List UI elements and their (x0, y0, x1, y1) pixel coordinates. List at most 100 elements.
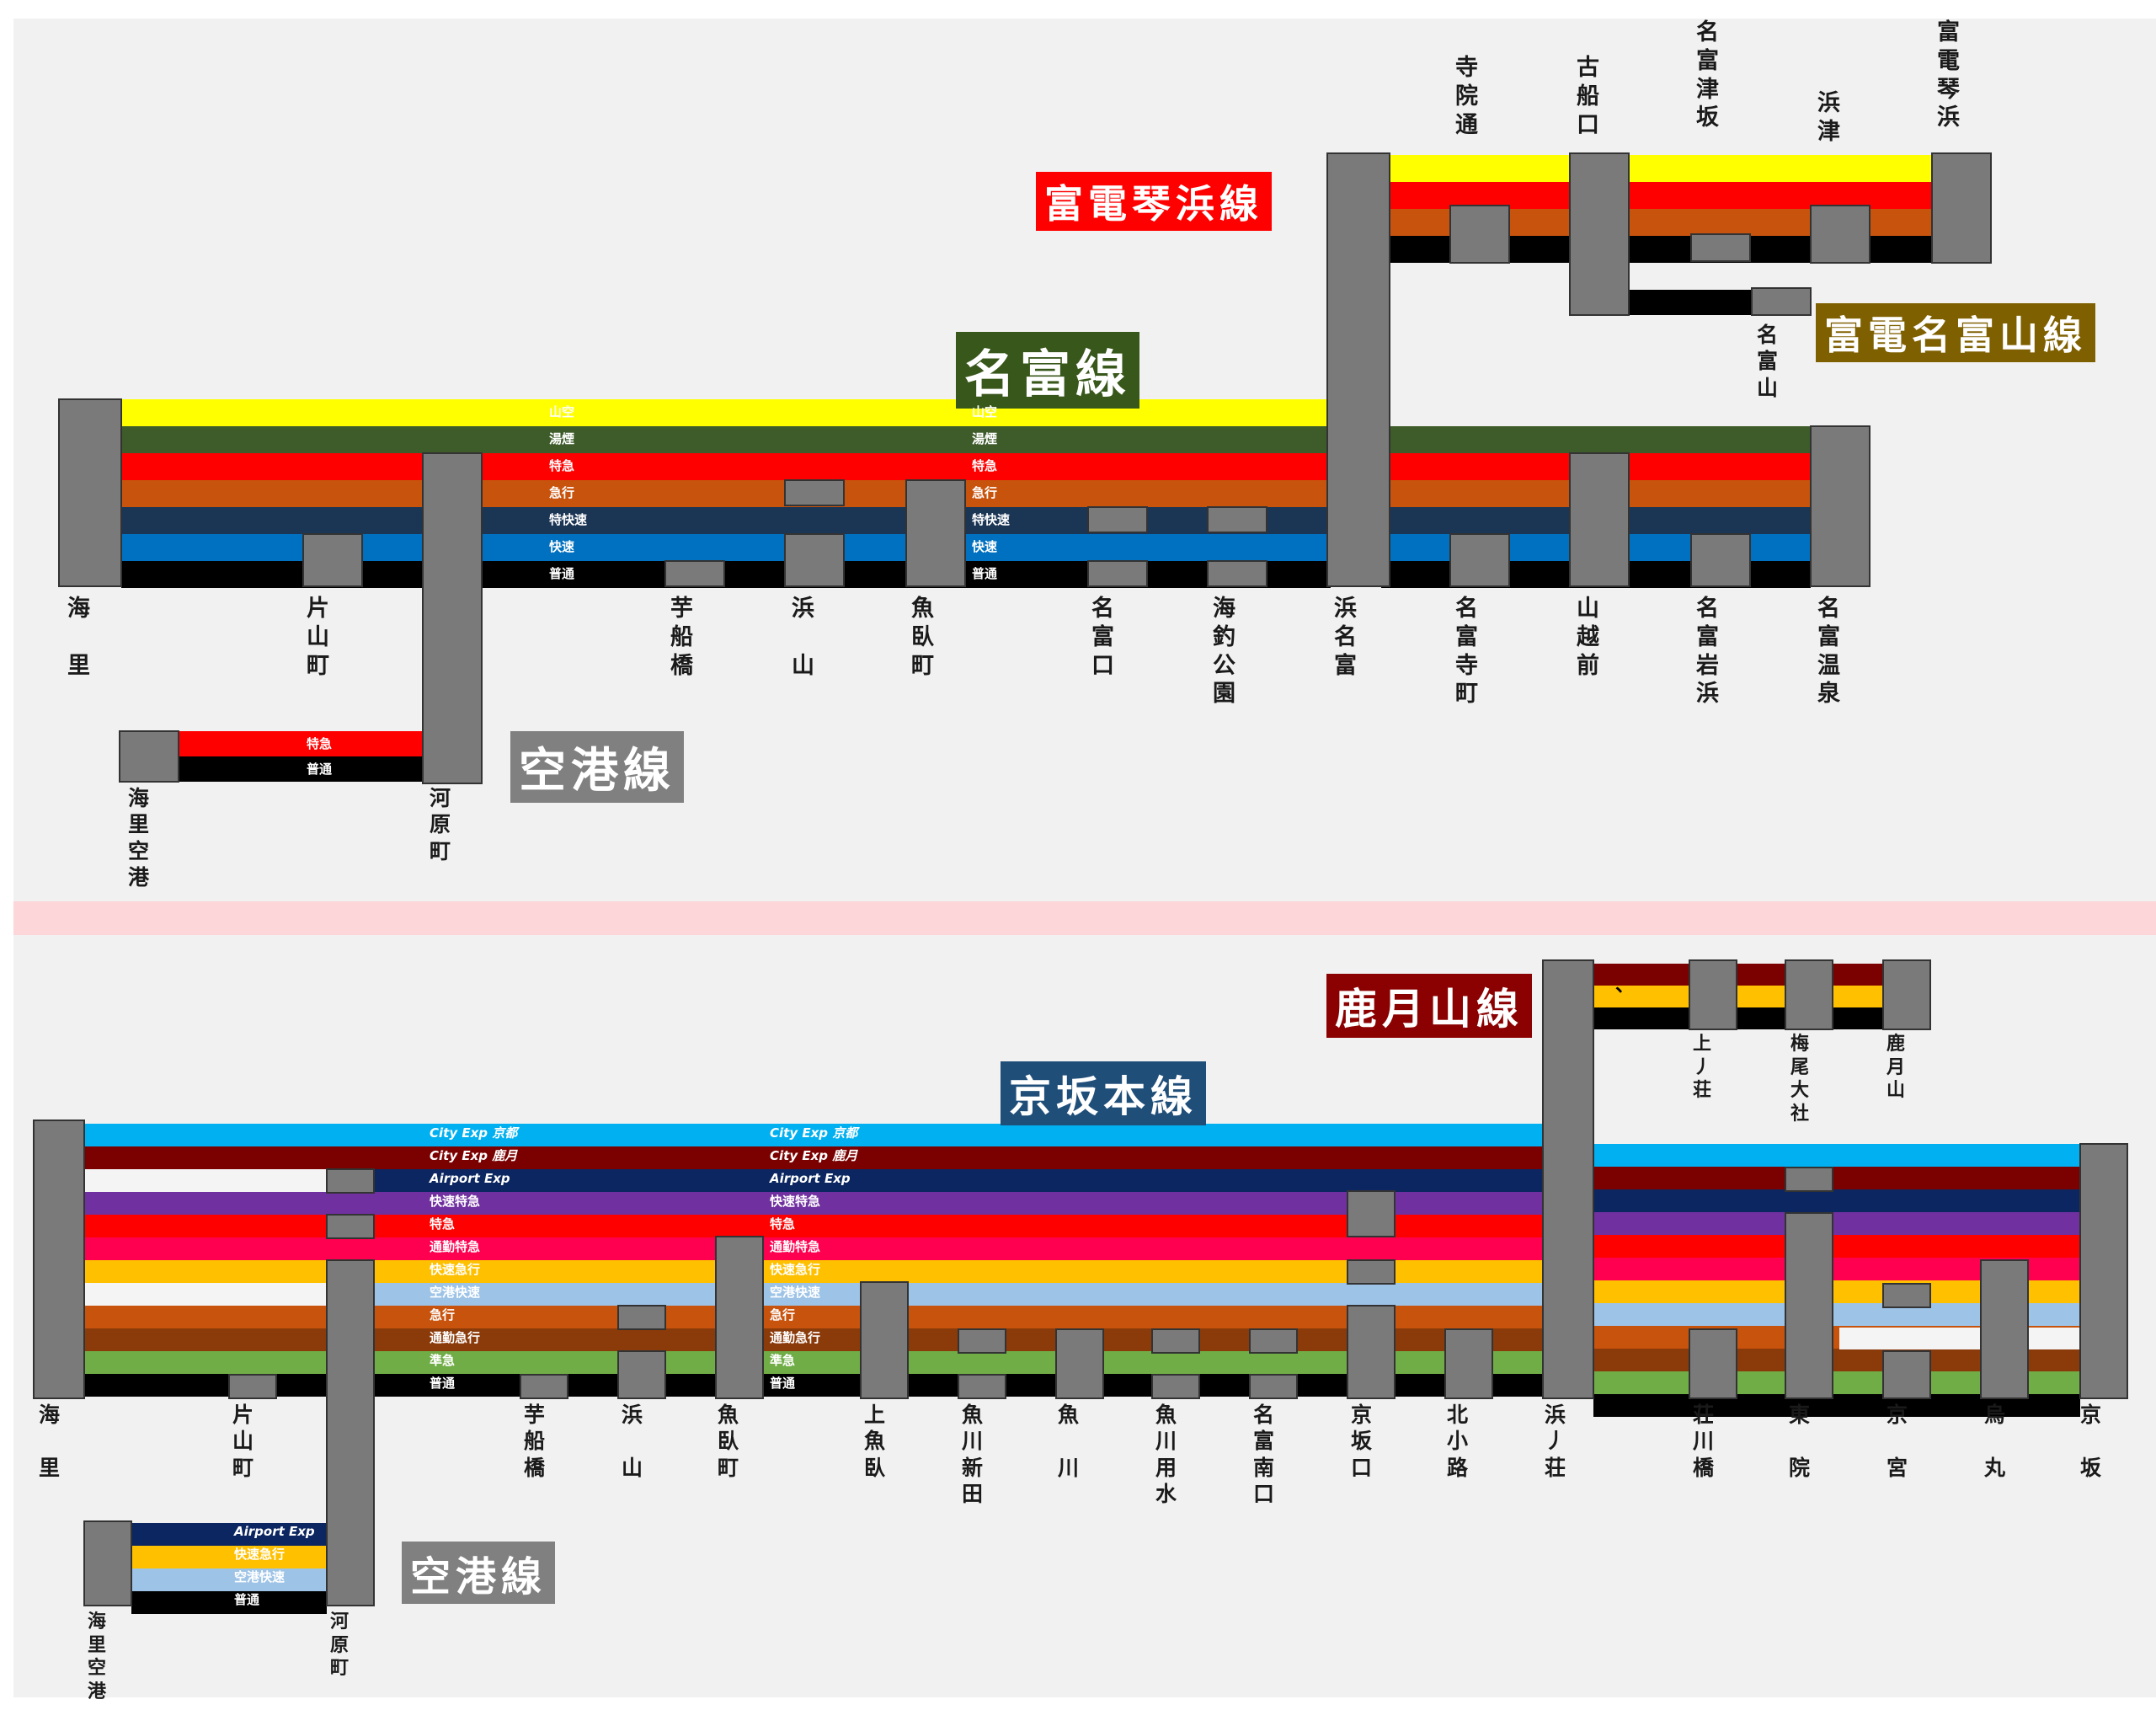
station-kotohama (1931, 152, 1992, 264)
station-label-meitomiguchi: 名 富 口 (1091, 596, 1114, 679)
b-station-label-toin: 東 院 (1789, 1403, 1811, 1480)
b-station-keihanguchi-1 (1347, 1190, 1396, 1237)
band-label-kaisoku-tokkyu: 快速特急 (430, 1194, 481, 1209)
station-label-uokubo: 魚 臥 町 (911, 596, 934, 679)
b-station-label-imofune: 芋 船 橋 (524, 1403, 546, 1480)
b-station-kaisato (33, 1120, 85, 1399)
title-shikatsuki-line: 鹿月山線 (1326, 974, 1532, 1038)
band-label-cityexp-shika: City Exp 鹿月 (430, 1148, 518, 1163)
kotohama-band-yellow (1381, 155, 1937, 182)
b-station-uenosho (1689, 959, 1737, 1030)
band-label-sanku: 山空 (549, 404, 575, 419)
b-station-label-nantomiguchi: 名 富 南 口 (1253, 1403, 1275, 1506)
b-station-hamayama (617, 1350, 666, 1399)
b-band-red (84, 1215, 1546, 1237)
b-station-label-keihanguchi: 京 坂 口 (1351, 1403, 1373, 1480)
station-hamayama-upper (784, 479, 845, 506)
band-label-tsukin-tokkyu-2: 通勤特急 (770, 1239, 821, 1254)
band-label-junkyu: 準急 (430, 1353, 456, 1368)
b-band-maroon (84, 1146, 1546, 1169)
b-station-label-karasuma: 烏 丸 (1984, 1403, 2006, 1480)
b-station-label-keihan: 京 坂 (2080, 1403, 2102, 1480)
station-hamayama (784, 533, 845, 587)
b-east-band-deepnavy (1593, 1189, 2080, 1212)
shika-band-amber (1593, 986, 1883, 1007)
top-airport-band-red (177, 731, 423, 756)
b-station-toin-1 (1785, 1167, 1833, 1192)
band-label-airport-exp: Airport Exp (430, 1171, 510, 1186)
top-band-red (121, 453, 1331, 480)
b-station-label-uenosho: 上 丿 荘 (1693, 1034, 1712, 1101)
station-label-kawara-top: 河 原 町 (430, 786, 451, 863)
b-east-band-red (1593, 1235, 2080, 1258)
b-station-karasuma (1980, 1259, 2029, 1399)
station-meitomiguchi (1087, 506, 1148, 533)
b-station-keihanguchi (1347, 1305, 1396, 1399)
station-label-hamameitomi: 浜 名 富 (1334, 596, 1357, 679)
station-label-yamakoshi: 山 越 前 (1577, 596, 1599, 679)
b-station-label-shogawa: 荘 川 橋 (1693, 1403, 1715, 1480)
b-station-label-kamiuo: 上 魚 臥 (864, 1403, 886, 1480)
band-label-junkyu-2: 準急 (770, 1353, 796, 1368)
b-station-uokawashinden (958, 1374, 1006, 1399)
b-band-purple (84, 1192, 1546, 1215)
band-label-kyuko: 急行 (549, 485, 575, 500)
station-meitomiyama (1751, 287, 1812, 316)
b-station-nantomiguchi-1 (1249, 1328, 1298, 1354)
b-station-label-kawara: 河 原 町 (330, 1611, 350, 1679)
band-label-cityexp-kyo-2: City Exp 京都 (770, 1125, 858, 1141)
top-band-darkgreen (121, 426, 1331, 453)
band-label-yukemuri-2: 湯煙 (972, 431, 998, 446)
b-air-band-deepnavy (131, 1523, 327, 1546)
band-label-air-airport-exp: Airport Exp (234, 1524, 315, 1539)
station-meitomiguchi-lower (1087, 560, 1148, 587)
b-east-band-purple (1593, 1212, 2080, 1235)
nayama-band-black (1627, 290, 1752, 315)
b-station-label-kitakoji: 北 小 路 (1447, 1403, 1469, 1480)
band-label-kaisoku: 快速 (549, 539, 575, 554)
station-label-imofune: 芋 船 橋 (670, 596, 693, 679)
b-air-band-amber (131, 1546, 327, 1568)
station-meitomidera (1449, 533, 1510, 587)
top-east-band-darkgreen (1381, 426, 1811, 453)
b-station-keihanguchi-2 (1347, 1259, 1396, 1285)
band-label-b-futsu-2: 普通 (770, 1376, 796, 1391)
station-iwahama (1690, 533, 1751, 587)
b-station-label-yosui: 魚 川 用 水 (1155, 1403, 1177, 1506)
b-station-umeo (1785, 959, 1833, 1030)
station-label-kaisato: 海 里 (67, 596, 90, 679)
b-station-label-katayama: 片 山 町 (232, 1403, 254, 1480)
band-label-kaisoku-tokkyu-2: 快速特急 (770, 1194, 821, 1209)
band-label-kuko-kaisoku: 空港快速 (430, 1285, 481, 1300)
band-label-kaisoku-kyuko-2: 快速急行 (770, 1262, 821, 1277)
station-label-kotohama-st: 富 電 琴 浜 (1937, 19, 1960, 131)
b-east-band-sky (1593, 1144, 2080, 1167)
b-station-katayama-2 (326, 1214, 375, 1239)
station-label-iwahama: 名 富 岩 浜 (1696, 596, 1719, 708)
b-band-black (84, 1374, 1546, 1397)
station-meitomidera-top (1449, 205, 1510, 264)
station-label-airport-top: 海 里 空 港 (128, 786, 150, 890)
band-label-tsukin-kyuko: 通勤急行 (430, 1330, 481, 1345)
station-kaichou (1207, 506, 1267, 533)
band-label-air-kaisoku-kyuko: 快速急行 (234, 1547, 286, 1562)
b-station-kyomiya (1882, 1350, 1931, 1399)
b-station-kyomiya-1 (1882, 1283, 1931, 1308)
band-label-airport-futsu: 普通 (307, 761, 333, 777)
b-gap-3 (1839, 1328, 2080, 1349)
station-airport (119, 730, 179, 783)
b-station-label-uokubo: 魚 臥 町 (718, 1403, 739, 1480)
station-kaichou-lower (1207, 560, 1267, 587)
band-label-kaisoku-2: 快速 (972, 539, 998, 554)
band-label-kuko-kaisoku-2: 空港快速 (770, 1285, 821, 1300)
b-band-crimson (84, 1237, 1546, 1260)
b-station-label-umeo: 梅 尾 大 社 (1790, 1034, 1810, 1125)
b-station-imofune (520, 1374, 568, 1399)
b-gap-2 (84, 1283, 327, 1306)
band-label-b-futsu: 普通 (430, 1376, 456, 1391)
band-label-airport-exp-2: Airport Exp (770, 1171, 851, 1186)
station-imofune (664, 560, 725, 587)
b-station-nantomiguchi (1249, 1374, 1298, 1399)
